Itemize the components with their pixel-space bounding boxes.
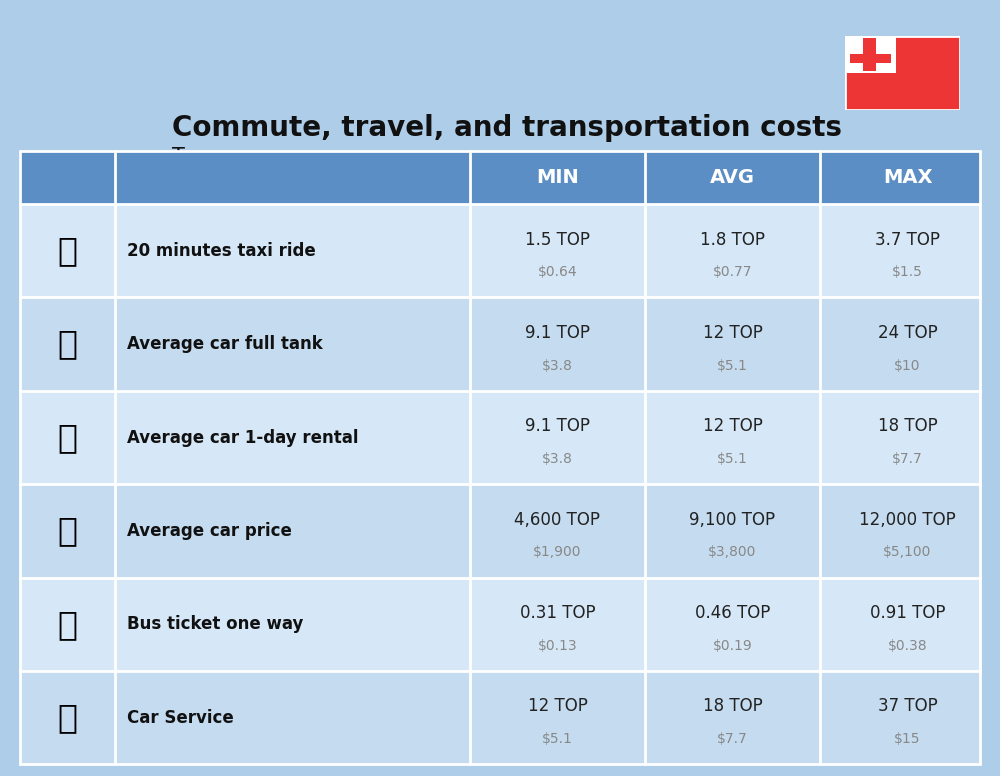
FancyBboxPatch shape bbox=[863, 38, 876, 71]
Text: 12 TOP: 12 TOP bbox=[703, 324, 762, 342]
Text: 12,000 TOP: 12,000 TOP bbox=[859, 511, 956, 528]
Text: $3,800: $3,800 bbox=[708, 546, 757, 559]
Text: 0.46 TOP: 0.46 TOP bbox=[695, 604, 770, 622]
Text: Average car price: Average car price bbox=[127, 522, 292, 540]
Text: 1.5 TOP: 1.5 TOP bbox=[525, 230, 590, 248]
FancyBboxPatch shape bbox=[20, 151, 980, 204]
Text: MIN: MIN bbox=[536, 168, 579, 187]
Text: $0.13: $0.13 bbox=[538, 639, 577, 653]
FancyBboxPatch shape bbox=[20, 204, 980, 297]
Text: 🚕: 🚕 bbox=[58, 234, 78, 267]
Text: $7.7: $7.7 bbox=[717, 732, 748, 747]
FancyBboxPatch shape bbox=[845, 36, 960, 110]
FancyBboxPatch shape bbox=[20, 484, 980, 577]
Text: Average car 1-day rental: Average car 1-day rental bbox=[127, 428, 358, 446]
Text: 3.7 TOP: 3.7 TOP bbox=[875, 230, 940, 248]
Text: 1.8 TOP: 1.8 TOP bbox=[700, 230, 765, 248]
Text: $3.8: $3.8 bbox=[542, 359, 573, 372]
Text: Tonga: Tonga bbox=[172, 147, 233, 167]
Text: 9.1 TOP: 9.1 TOP bbox=[525, 417, 590, 435]
Text: 37 TOP: 37 TOP bbox=[878, 698, 937, 715]
Text: $5.1: $5.1 bbox=[542, 732, 573, 747]
Text: 🚌: 🚌 bbox=[58, 608, 78, 641]
Text: Car Service: Car Service bbox=[127, 708, 234, 726]
Text: $0.19: $0.19 bbox=[713, 639, 752, 653]
Text: $3.8: $3.8 bbox=[542, 452, 573, 466]
FancyBboxPatch shape bbox=[850, 54, 891, 63]
Text: 🚗: 🚗 bbox=[58, 514, 78, 547]
Text: 9,100 TOP: 9,100 TOP bbox=[689, 511, 776, 528]
Text: ⛽: ⛽ bbox=[58, 327, 78, 361]
Text: MAX: MAX bbox=[883, 168, 932, 187]
Text: $5.1: $5.1 bbox=[717, 359, 748, 372]
Text: 20 minutes taxi ride: 20 minutes taxi ride bbox=[127, 242, 316, 260]
FancyBboxPatch shape bbox=[20, 391, 980, 484]
Text: 24 TOP: 24 TOP bbox=[878, 324, 937, 342]
FancyBboxPatch shape bbox=[20, 577, 980, 671]
Text: 0.91 TOP: 0.91 TOP bbox=[870, 604, 945, 622]
Text: $1.5: $1.5 bbox=[892, 265, 923, 279]
Text: AVG: AVG bbox=[710, 168, 755, 187]
FancyBboxPatch shape bbox=[20, 297, 980, 391]
Text: 4,600 TOP: 4,600 TOP bbox=[514, 511, 600, 528]
Text: $0.38: $0.38 bbox=[888, 639, 927, 653]
Text: 9.1 TOP: 9.1 TOP bbox=[525, 324, 590, 342]
Text: $7.7: $7.7 bbox=[892, 452, 923, 466]
Text: Commute, travel, and transportation costs: Commute, travel, and transportation cost… bbox=[172, 114, 842, 142]
Text: $5,100: $5,100 bbox=[883, 546, 932, 559]
Text: Bus ticket one way: Bus ticket one way bbox=[127, 615, 303, 633]
FancyBboxPatch shape bbox=[20, 671, 980, 764]
Text: $10: $10 bbox=[894, 359, 921, 372]
Text: $0.64: $0.64 bbox=[538, 265, 577, 279]
Text: 0.31 TOP: 0.31 TOP bbox=[520, 604, 595, 622]
Text: Average car full tank: Average car full tank bbox=[127, 335, 323, 353]
Text: 🛠: 🛠 bbox=[58, 702, 78, 734]
Text: 🚙: 🚙 bbox=[58, 421, 78, 454]
Text: $15: $15 bbox=[894, 732, 921, 747]
Text: 12 TOP: 12 TOP bbox=[528, 698, 587, 715]
Text: 12 TOP: 12 TOP bbox=[703, 417, 762, 435]
Text: $1,900: $1,900 bbox=[533, 546, 582, 559]
Text: $0.77: $0.77 bbox=[713, 265, 752, 279]
Text: 18 TOP: 18 TOP bbox=[878, 417, 937, 435]
FancyBboxPatch shape bbox=[845, 36, 896, 74]
Text: $5.1: $5.1 bbox=[717, 452, 748, 466]
Text: 18 TOP: 18 TOP bbox=[703, 698, 762, 715]
